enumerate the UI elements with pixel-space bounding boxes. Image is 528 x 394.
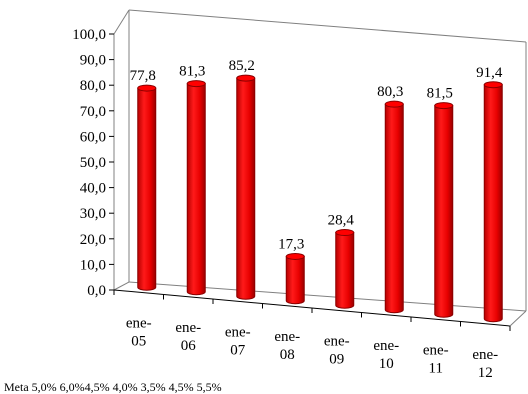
category-label-ene-10: ene-10 <box>373 338 399 372</box>
y-tick-label: 30,0 <box>80 206 106 222</box>
data-label-ene-08: 17,3 <box>278 236 304 252</box>
bar-top <box>384 100 404 108</box>
y-tick-label: 40,0 <box>80 181 106 197</box>
y-tick-label: 100,0 <box>72 27 106 43</box>
bar-body <box>236 77 256 300</box>
chart-axes <box>113 9 527 331</box>
back-wall-top-edge <box>128 9 527 43</box>
side-wall-bottom-edge <box>113 281 130 291</box>
y-tick-label: 0,0 <box>87 283 106 299</box>
category-label-ene-07: ene-07 <box>225 324 251 358</box>
data-label-ene-09: 28,4 <box>328 213 355 229</box>
bar-body <box>483 84 503 323</box>
meta-row: Meta 5,0% 6,0%4,5% 4,0% 3,5% 4,5% 5,5% <box>4 380 222 394</box>
category-label-ene-08: ene-08 <box>274 329 300 363</box>
bar-ene-09 <box>335 229 355 309</box>
side-wall-top-edge <box>113 9 130 35</box>
bar-top <box>285 252 305 260</box>
bar-body <box>137 87 157 291</box>
bars <box>137 74 503 323</box>
y-axis-ticks: 0,0 10,0 20,0 30,0 40,0 50,0 60,0 70,0 80,0 90,0 1… <box>72 27 114 299</box>
y-tick-label: 50,0 <box>80 155 106 171</box>
data-labels: 77,8 81,3 85,2 17,3 28,4 80,3 81,5 91,4 <box>130 58 503 252</box>
bar-top <box>434 102 454 110</box>
y-tick-label: 90,0 <box>80 53 106 69</box>
data-label-ene-11: 81,5 <box>427 86 453 102</box>
data-label-ene-05: 77,8 <box>130 68 156 84</box>
bar-body <box>186 83 206 296</box>
bar-top <box>236 74 256 82</box>
bar-ene-07 <box>236 74 256 300</box>
bar-body <box>335 232 355 309</box>
category-label-ene-09: ene-09 <box>324 333 350 367</box>
category-label-ene-11: ene-11 <box>423 342 449 376</box>
y-tick-label: 70,0 <box>80 104 106 120</box>
bar-body <box>384 103 404 314</box>
bar-ene-08 <box>285 252 305 305</box>
bar-body <box>285 255 305 305</box>
y-tick-label: 20,0 <box>80 232 106 248</box>
bar-body <box>434 105 454 318</box>
y-tick-label: 80,0 <box>80 78 106 94</box>
floor-right-edge <box>509 310 527 327</box>
category-label-ene-05: ene-05 <box>126 315 152 349</box>
y-tick-label: 60,0 <box>80 129 106 145</box>
bar-ene-12 <box>483 81 503 323</box>
data-label-ene-07: 85,2 <box>229 58 255 74</box>
category-label-ene-12: ene-12 <box>472 347 498 381</box>
data-label-ene-12: 91,4 <box>476 65 503 81</box>
bar-top <box>335 229 355 237</box>
bar-ene-10 <box>384 100 404 314</box>
bar-top <box>483 81 503 89</box>
y-tick-label: 10,0 <box>80 257 106 273</box>
data-label-ene-10: 80,3 <box>377 84 403 100</box>
data-label-ene-06: 81,3 <box>179 64 205 80</box>
category-label-ene-06: ene-06 <box>175 320 201 354</box>
bar-top <box>137 84 157 92</box>
bar-top <box>186 80 206 88</box>
bar-ene-05 <box>137 84 157 291</box>
bar-ene-11 <box>434 102 454 318</box>
bar-ene-06 <box>186 80 206 296</box>
x-axis-categories: ene-05 ene-06 ene-07 ene-08 ene-09 ene-10 ene-… <box>126 315 498 381</box>
